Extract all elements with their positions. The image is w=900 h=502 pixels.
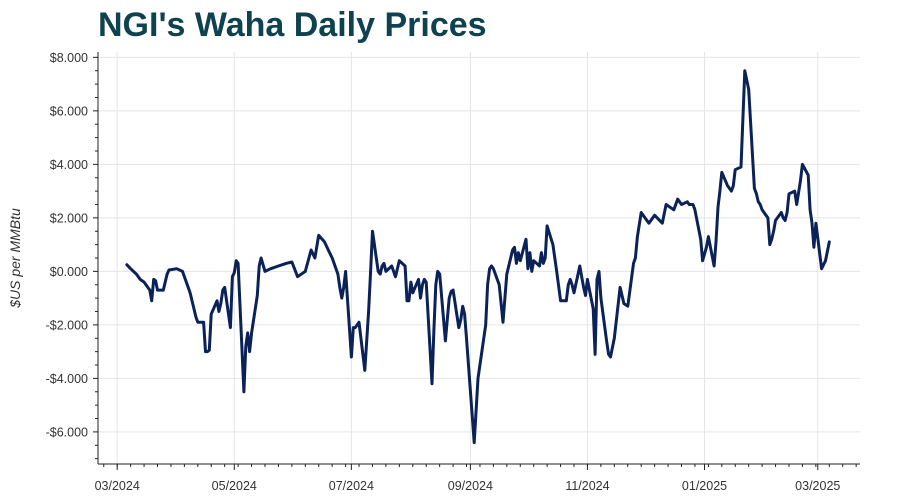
- x-tick-label: 03/2024: [95, 479, 140, 493]
- axis-layer: [97, 52, 860, 465]
- y-tick-label: $8.000: [50, 51, 88, 65]
- y-tick-label: $4.000: [50, 158, 88, 172]
- x-tick-label: 07/2024: [329, 479, 374, 493]
- y-tick-label: -$4.000: [46, 372, 88, 386]
- x-tick-label: 03/2025: [795, 479, 840, 493]
- y-tick-label: $0.000: [50, 265, 88, 279]
- y-tick-label: $6.000: [50, 104, 88, 118]
- y-tick-label: -$2.000: [46, 318, 88, 332]
- grid-layer: [98, 52, 860, 464]
- x-tick-label: 11/2024: [565, 479, 609, 493]
- price-series-line: [125, 69, 831, 445]
- x-tick-label: 01/2025: [682, 479, 727, 493]
- x-tick-label: 05/2024: [212, 479, 257, 493]
- y-axis-label: $US per MMBtu: [7, 208, 23, 309]
- tick-layer: -$6.000 -$4.000 -$2.000 $0.000 $2.000 $4.000 $…: [46, 51, 857, 493]
- series-layer: [125, 69, 831, 445]
- chart-title: NGI's Waha Daily Prices: [98, 6, 487, 44]
- y-tick-label: $2.000: [50, 211, 88, 225]
- x-tick-label: 09/2024: [448, 479, 493, 493]
- y-tick-label: -$6.000: [46, 425, 88, 439]
